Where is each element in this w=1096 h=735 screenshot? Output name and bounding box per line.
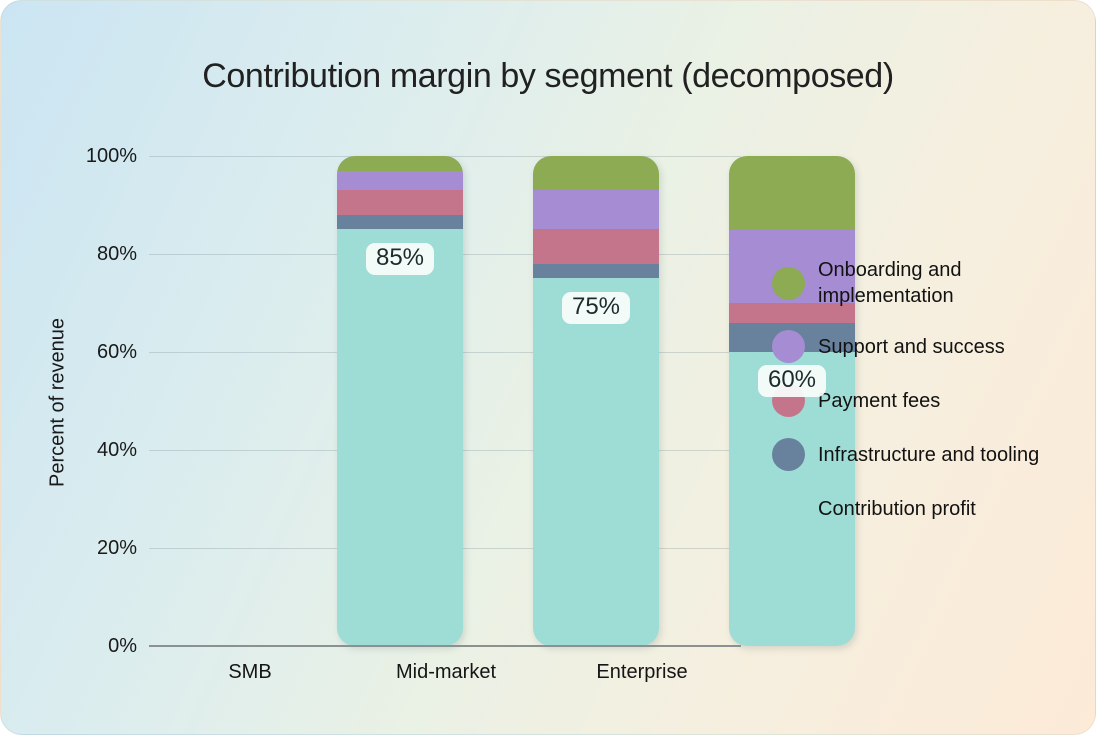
y-tick-60: 60% [96, 341, 137, 363]
legend-label: Contribution profit [818, 497, 976, 520]
legend-swatch-icon [772, 492, 805, 525]
bar-smb-segment-payment-fees [337, 190, 463, 215]
bar-mid-market-segment-infrastructure-and-tooling [533, 263, 659, 279]
bar-mid-market: 75% [533, 156, 659, 646]
x-label-mid-market: Mid-market [395, 661, 496, 683]
legend-label: Payment fees [818, 389, 941, 412]
bar-mid-market-value-label: 75% [561, 291, 631, 324]
bar-enterprise: 60% [729, 156, 855, 646]
legend-swatch-icon [772, 266, 805, 300]
y-tick-100: 100% [85, 145, 137, 167]
legend-swatch-icon [772, 330, 805, 363]
legend-item-onboarding-and-implementation: Onboarding and implementation [772, 257, 1039, 309]
legend-label: Infrastructure and tooling [818, 443, 1040, 466]
bar-smb-segment-infrastructure-and-tooling [337, 214, 463, 230]
bar-smb-segment-support-and-success [337, 170, 463, 191]
plot-area: 85% 75% 60% [149, 156, 855, 647]
y-tick-20: 20% [96, 537, 137, 559]
bar-smb: 85% [337, 156, 463, 646]
legend-label: Support and success [818, 335, 1005, 358]
bar-smb-segment-onboarding-and-implementation [337, 156, 463, 171]
y-tick-40: 40% [96, 439, 137, 461]
x-label-smb: SMB [228, 661, 272, 683]
bar-enterprise-segment-onboarding-and-implementation [729, 156, 855, 230]
y-axis-title: Percent of revenue [46, 318, 69, 487]
bar-mid-market-segment-support-and-success [533, 190, 659, 230]
legend-item-infrastructure-and-tooling: Infrastructure and tooling [772, 438, 1039, 471]
x-label-enterprise: Enterprise [596, 661, 688, 683]
legend-swatch-icon [772, 438, 805, 471]
y-tick-0: 0% [108, 635, 137, 657]
bar-smb-value-label: 85% [365, 242, 435, 275]
x-axis-line [149, 645, 741, 647]
bar-smb-segment-contribution-profit [337, 229, 463, 646]
bar-mid-market-segment-onboarding-and-implementation [533, 156, 659, 191]
y-tick-80: 80% [96, 243, 137, 265]
chart-title: Contribution margin by segment (decompos… [202, 57, 894, 95]
legend-item-contribution-profit: Contribution profit [772, 492, 1039, 525]
legend-label: Onboarding and implementation [818, 259, 962, 307]
legend-item-support-and-success: Support and success [772, 330, 1039, 363]
bar-enterprise-value-label: 60% [757, 365, 827, 397]
bar-mid-market-segment-payment-fees [533, 229, 659, 264]
legend: Onboarding and implementation Support and… [772, 257, 1039, 525]
bar-enterprise-segment-payment-fees [729, 303, 855, 323]
bar-mid-market-segment-contribution-profit [533, 278, 659, 646]
